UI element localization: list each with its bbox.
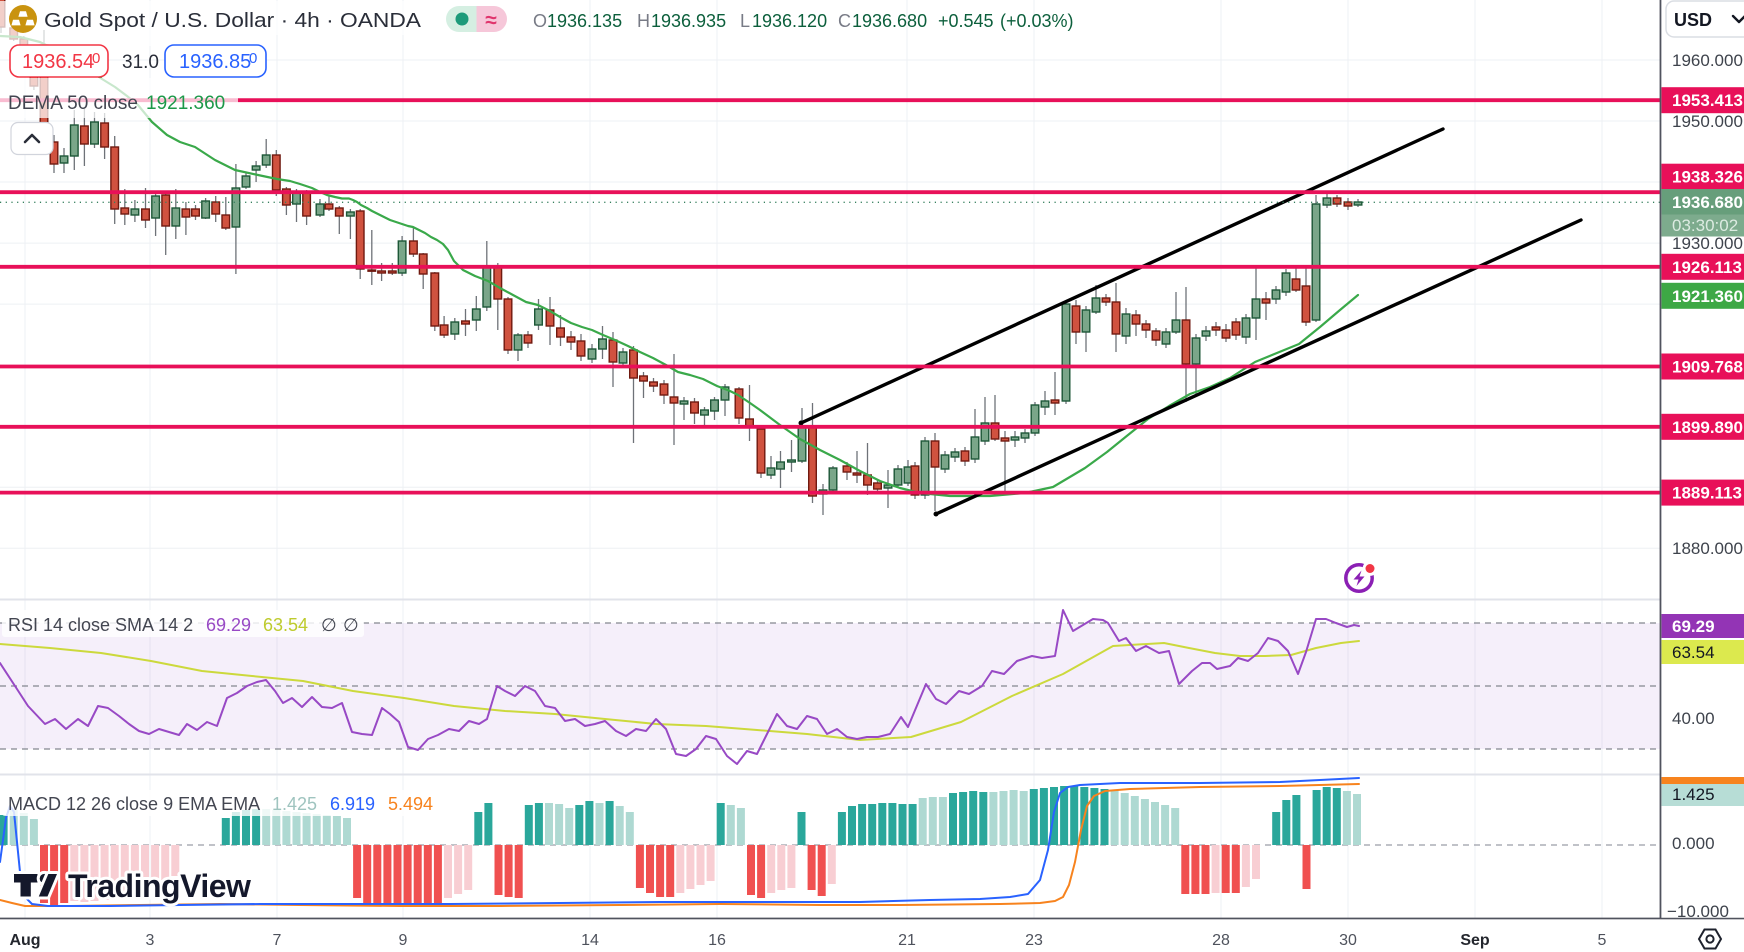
svg-text:1960.000: 1960.000 bbox=[1672, 51, 1743, 70]
svg-text:16: 16 bbox=[708, 932, 726, 949]
svg-text:DEMA 50 close: DEMA 50 close bbox=[8, 93, 138, 114]
svg-text:30: 30 bbox=[1339, 932, 1357, 949]
svg-text:1.425: 1.425 bbox=[272, 794, 317, 814]
svg-text:1936.935: 1936.935 bbox=[651, 11, 726, 31]
svg-text:3: 3 bbox=[146, 932, 155, 949]
svg-text:∅: ∅ bbox=[343, 615, 359, 635]
svg-text:5: 5 bbox=[1598, 932, 1607, 949]
svg-text:1938.326: 1938.326 bbox=[1672, 168, 1743, 187]
svg-text:1950.000: 1950.000 bbox=[1672, 112, 1743, 131]
svg-text:C: C bbox=[838, 11, 851, 31]
svg-text:1921.360: 1921.360 bbox=[1672, 287, 1743, 306]
svg-text:31.0: 31.0 bbox=[122, 52, 159, 73]
svg-text:Gold Spot / U.S. Dollar · 4h ·: Gold Spot / U.S. Dollar · 4h · OANDA bbox=[44, 10, 422, 32]
svg-text:23: 23 bbox=[1025, 932, 1043, 949]
svg-text:1899.890: 1899.890 bbox=[1672, 418, 1743, 437]
svg-text:USD: USD bbox=[1674, 10, 1712, 30]
svg-text:MACD 12 26 close 9 EMA EMA: MACD 12 26 close 9 EMA EMA bbox=[8, 794, 260, 814]
svg-text:5.494: 5.494 bbox=[388, 794, 433, 814]
svg-text:1936.135: 1936.135 bbox=[547, 11, 622, 31]
svg-text:L: L bbox=[740, 11, 750, 31]
svg-text:0.000: 0.000 bbox=[1672, 834, 1715, 853]
svg-text:7: 7 bbox=[273, 932, 282, 949]
svg-text:0: 0 bbox=[249, 50, 257, 67]
svg-text:Aug: Aug bbox=[9, 932, 40, 949]
svg-text:(+0.03%): (+0.03%) bbox=[1000, 11, 1074, 31]
svg-text:1936.680: 1936.680 bbox=[1672, 193, 1743, 212]
svg-text:1889.113: 1889.113 bbox=[1672, 484, 1742, 503]
svg-text:O: O bbox=[533, 11, 547, 31]
svg-text:1909.768: 1909.768 bbox=[1672, 358, 1743, 377]
svg-text:0: 0 bbox=[92, 50, 100, 67]
svg-text:+0.545: +0.545 bbox=[938, 11, 994, 31]
svg-text:6.919: 6.919 bbox=[330, 794, 375, 814]
svg-text:69.29: 69.29 bbox=[1672, 617, 1715, 636]
svg-text:−10.000: −10.000 bbox=[1667, 902, 1729, 921]
svg-text:69.29: 69.29 bbox=[206, 615, 251, 635]
svg-text:1.425: 1.425 bbox=[1672, 785, 1715, 804]
svg-text:≈: ≈ bbox=[485, 9, 497, 32]
svg-text:1926.113: 1926.113 bbox=[1672, 258, 1742, 277]
svg-text:1880.000: 1880.000 bbox=[1672, 539, 1743, 558]
svg-text:1953.413: 1953.413 bbox=[1672, 91, 1743, 110]
svg-text:1936.85: 1936.85 bbox=[179, 51, 251, 73]
svg-text:RSI 14 close SMA 14 2: RSI 14 close SMA 14 2 bbox=[8, 615, 193, 635]
svg-text:Sep: Sep bbox=[1460, 932, 1490, 949]
svg-text:1936.680: 1936.680 bbox=[852, 11, 927, 31]
svg-text:28: 28 bbox=[1212, 932, 1230, 949]
svg-text:14: 14 bbox=[581, 932, 599, 949]
svg-text:TradingView: TradingView bbox=[68, 868, 251, 904]
svg-text:H: H bbox=[637, 11, 650, 31]
svg-text:21: 21 bbox=[898, 932, 916, 949]
svg-text:∅: ∅ bbox=[321, 615, 337, 635]
svg-text:1936.54: 1936.54 bbox=[22, 51, 94, 73]
svg-text:1936.120: 1936.120 bbox=[752, 11, 827, 31]
svg-text:9: 9 bbox=[399, 932, 408, 949]
svg-text:63.54: 63.54 bbox=[1672, 643, 1715, 662]
svg-text:40.00: 40.00 bbox=[1672, 709, 1715, 728]
svg-text:1930.000: 1930.000 bbox=[1672, 234, 1743, 253]
svg-text:63.54: 63.54 bbox=[263, 615, 308, 635]
svg-text:03:30:02: 03:30:02 bbox=[1672, 216, 1738, 235]
svg-text:1921.360: 1921.360 bbox=[146, 93, 225, 114]
